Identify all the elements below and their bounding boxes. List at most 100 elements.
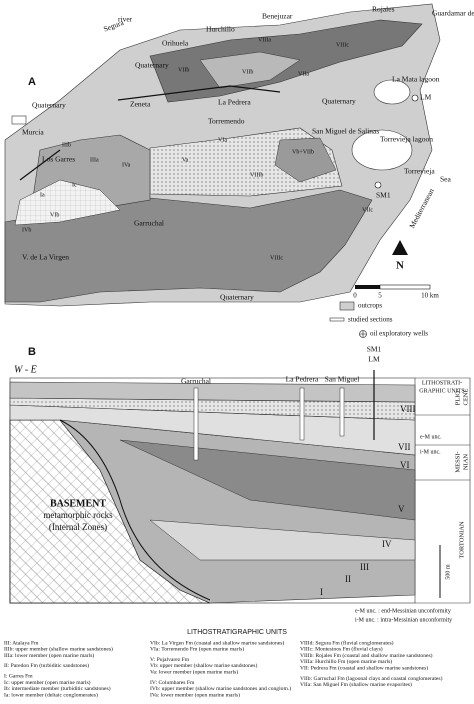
stage-label: MESSI- [454, 451, 461, 472]
unit-label: VIIb [242, 69, 253, 75]
unit-label: I [320, 587, 323, 597]
legend-title: LITHOSTRATIGRAPHIC UNITS [187, 629, 287, 636]
basement-label: BASEMENT [50, 498, 106, 509]
place-label: river [118, 15, 133, 24]
place-label: Orihuela [162, 39, 189, 48]
legend-entry: Va: lower member (open marine marls) [150, 668, 238, 675]
place-label: Torremendo [208, 117, 245, 126]
map [4, 3, 441, 338]
legend-entry: IVa: lower member (open marine marls) [150, 691, 240, 698]
place-label: Hurchillo [206, 25, 235, 34]
legend-entry: III: Atalaya Fm [4, 640, 39, 646]
note: e-M unc. : end-Messinian unconformity [355, 607, 451, 614]
map-legend: outcrops studied sections oil exploratory … [348, 302, 428, 338]
legend-entry: I: Garres Fm [4, 673, 33, 679]
scale-label: 0 [353, 292, 357, 300]
basement-label: (Internal Zones) [49, 522, 107, 532]
direction-label: W - E [14, 364, 37, 375]
unit-label: VIIIa [258, 37, 271, 43]
place-label: LM [420, 93, 432, 102]
legend-entry: IV: Columbares Fm [150, 680, 195, 686]
place-label: Zeneta [130, 100, 151, 109]
place-label: Murcia [22, 128, 44, 137]
section-name: San Miguel [325, 375, 360, 384]
section-name: SM1 [367, 345, 382, 354]
legend-entry: Ia: lower member (deltaic conglomerates) [4, 691, 98, 698]
legend-entry: VIIIb: Rojales Fm (coastal and shallow m… [300, 652, 433, 659]
unconformity-label: e-M unc. [420, 434, 442, 440]
north-arrow-label: N [396, 260, 404, 272]
unit-label: II [345, 574, 351, 584]
place-label: Garruchal [134, 219, 164, 228]
legend-entry: VIIb: Garruchal Fm (lagoonal clays and c… [300, 675, 443, 682]
panel-label: B [28, 346, 36, 358]
place-label: Quaternary [220, 293, 254, 302]
unit-label: VIIa [298, 71, 309, 77]
place-label: Los Garres [42, 155, 75, 164]
cross-section [9, 370, 471, 604]
place-label: Quaternary [135, 61, 169, 70]
place-label: Segura [102, 18, 125, 34]
basement-label: metamorphic rocks [43, 510, 113, 520]
unit-label: VIIIc [336, 42, 349, 48]
place-label: Rojales [372, 5, 395, 14]
scale-label: 10 km [421, 292, 439, 300]
unit-label: Va [182, 157, 189, 163]
unit-label: IIIa [90, 157, 99, 163]
place-label: Torrevieja [404, 167, 435, 176]
place-label: Quaternary [322, 97, 356, 106]
legend-entry: VIa: Torremendo Fm (open marine marls) [150, 646, 244, 653]
unit-label: Ic [72, 182, 77, 188]
unit-label: VIIIc [270, 255, 283, 261]
legend-entry: VIIIc: Montesinos Fm (fluvial clays) [300, 646, 383, 653]
unit-label: VII [398, 442, 411, 452]
note: i-M unc. : intra-Messinian unconformity [355, 616, 452, 623]
place-label: La Mata lagoon [392, 75, 440, 84]
stage-label: TORTONIAN [458, 521, 465, 559]
unit-label: VIIIb [250, 172, 263, 178]
place-label: Torrevieja lagoon [380, 135, 433, 144]
unit-label: III [360, 562, 369, 572]
legend-entry: Ic: upper member (open marine marls) [4, 679, 91, 686]
place-label: V. de La Virgen [22, 253, 69, 262]
legend-entry: V: Pujalvarez Fm [150, 657, 190, 663]
scale-bar: 0 5 10 km [353, 292, 439, 300]
unit-label: Vb+VIIb [292, 149, 314, 155]
unit-label: IVb [22, 227, 31, 233]
place-label: Quaternary [32, 101, 66, 110]
unit-label: VIIb [178, 67, 189, 73]
unit-label: VI [400, 460, 410, 470]
unit-label: IIIb [62, 142, 71, 148]
legend-entry: VIb: La Virgen Fm (coastal and shallow m… [150, 639, 284, 646]
unit-label: VIII [400, 404, 416, 414]
unit-label: VIa [218, 137, 227, 143]
section-name: Garruchal [181, 377, 211, 386]
legend-entry: Ib: intermediate member (turbiditic sand… [4, 685, 111, 692]
section-name: LM [368, 355, 380, 364]
legend-entry: VIIId: Segura Fm (fluvial conglomerates) [300, 639, 394, 646]
stage-label: CENE [462, 388, 469, 405]
place-label: San Miguel de Salinas [312, 127, 379, 136]
legend-entry: IVb: upper member (shallow marine sandst… [150, 685, 291, 692]
unconformity-label: i-M unc. [420, 449, 441, 455]
legend-entry: Vb: upper member (shallow marine sandsto… [150, 662, 257, 669]
unit-label: VIb [50, 212, 59, 218]
legend-entry: VII: Pedrera Fm (coastal and shallow mar… [300, 664, 428, 671]
unit-label: VIIc [362, 207, 373, 213]
section-name: La Pedrera [286, 375, 319, 384]
column-title: LITHOSTRATI- [422, 380, 462, 386]
place-label: La Pedrera [218, 98, 251, 107]
legend-entry: IIIa: lower member (open marine marls) [4, 652, 94, 659]
place-label: Benejuzar [262, 12, 293, 21]
legend-entry: II: Paredon Fm (turbiditic sandstones) [4, 662, 89, 669]
legend-label: studied sections [348, 316, 393, 324]
scale-label: 500 m [445, 564, 451, 580]
column-title: GRAPHIC UNITS [419, 388, 465, 394]
scale-label: 5 [378, 292, 382, 300]
unit-label: IV [382, 539, 392, 549]
unit-label: Ia [40, 192, 45, 198]
place-label: SM1 [376, 191, 391, 200]
